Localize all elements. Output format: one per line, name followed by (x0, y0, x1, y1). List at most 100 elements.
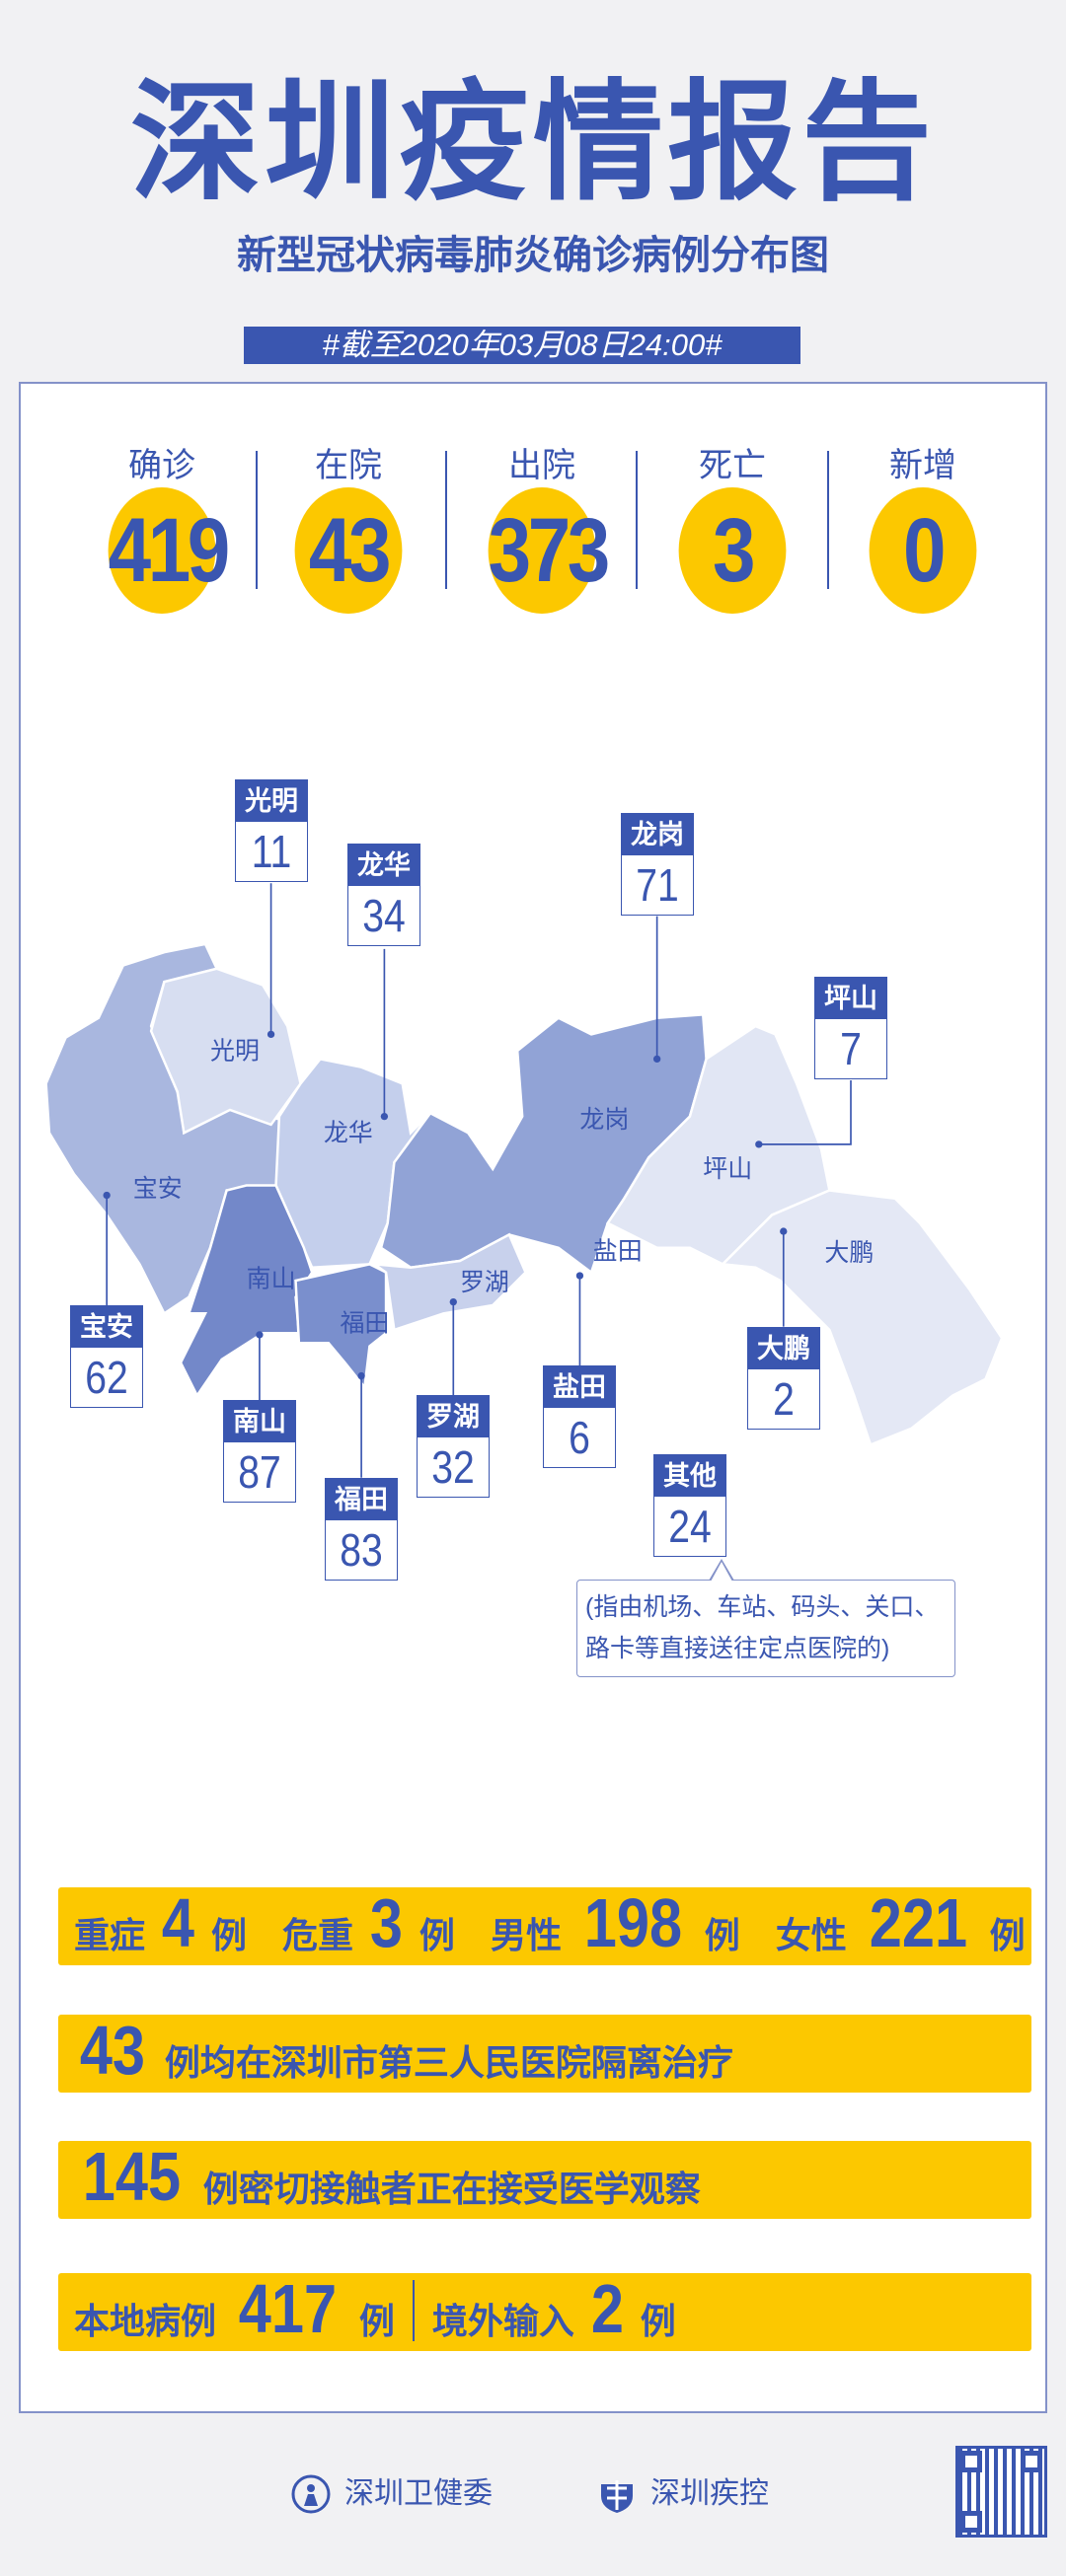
contacts-text: 例密切接触者正在接受医学观察 (202, 2169, 701, 2209)
leader-dot (652, 1055, 661, 1064)
stat-value: 3 (678, 487, 787, 614)
region-label: 龙岗 (579, 1106, 629, 1134)
district-tag: 罗湖 32 (417, 1395, 490, 1498)
district-name: 南山 (224, 1401, 295, 1442)
hospital-count: 43 (79, 2012, 146, 2089)
unit: 例 (358, 2301, 395, 2341)
region-futian (294, 1263, 388, 1391)
district-count: 7 (840, 1023, 862, 1074)
district-tag: 坪山 7 (814, 977, 887, 1079)
summary-bar-hospital: 43 例均在深圳市第三人民医院隔离治疗 (58, 2015, 1031, 2093)
footer-org-cdc: 深圳疾控 (597, 2474, 769, 2514)
district-tag: 宝安 62 (70, 1305, 143, 1408)
imported-count: 2 (590, 2270, 624, 2347)
date-banner: #截至2020年03月08日24:00# (244, 327, 800, 364)
district-count: 71 (636, 859, 679, 911)
district-count: 11 (251, 826, 292, 877)
district-tag: 盐田 6 (543, 1365, 616, 1468)
region-label: 光明 (210, 1037, 260, 1065)
district-name: 宝安 (71, 1306, 142, 1348)
unit: 例 (640, 2301, 676, 2341)
page-subtitle: 新型冠状病毒肺炎确诊病例分布图 (237, 234, 829, 277)
region-pingshan (605, 1024, 831, 1266)
org-name: 深圳疾控 (650, 2477, 769, 2510)
critical-label: 危重 (281, 1915, 353, 1955)
district-count: 34 (362, 890, 406, 941)
leader-dot (256, 1331, 264, 1339)
health-commission-logo-icon (291, 2474, 331, 2514)
district-count: 32 (431, 1441, 475, 1493)
district-tag: 其他 24 (653, 1454, 726, 1557)
divider (256, 451, 258, 589)
district-count: 87 (238, 1446, 281, 1498)
hospital-text: 例均在深圳市第三人民医院隔离治疗 (164, 2042, 733, 2083)
region-label: 罗湖 (460, 1269, 509, 1296)
unit: 例 (210, 1915, 247, 1955)
region-label: 坪山 (703, 1155, 752, 1183)
severe-label: 重症 (74, 1915, 146, 1955)
footer-org-health-commission: 深圳卫健委 (291, 2474, 493, 2514)
region-label: 福田 (340, 1310, 389, 1338)
region-label: 龙华 (324, 1120, 373, 1147)
district-count: 6 (569, 1412, 590, 1463)
region-label: 宝安 (133, 1175, 183, 1203)
district-tag: 南山 87 (223, 1400, 296, 1503)
imported-label: 境外输入 (431, 2301, 574, 2341)
district-name: 龙岗 (622, 814, 693, 855)
page-title: 深圳疫情报告 (130, 70, 936, 215)
leader-line (758, 1079, 852, 1145)
critical-count: 3 (369, 1884, 404, 1961)
region-label: 大鹏 (824, 1239, 874, 1267)
female-label: 女性 (775, 1915, 847, 1955)
district-name: 光明 (236, 780, 307, 822)
stat-label: 新增 (889, 447, 956, 484)
divider (636, 451, 638, 589)
summary-bar-origin: 本地病例 417 例 境外输入 2 例 (58, 2273, 1031, 2351)
leader-dot (266, 1030, 275, 1039)
district-name: 龙华 (348, 845, 419, 886)
contacts-count: 145 (82, 2138, 182, 2215)
female-count: 221 (869, 1884, 967, 1961)
stat-hospitalized: 在院 43 (274, 444, 422, 614)
region-label: 南山 (247, 1266, 296, 1293)
divider (412, 2280, 415, 2341)
unit: 例 (704, 1915, 740, 1955)
leader-dot (780, 1227, 788, 1235)
stat-new: 新增 0 (849, 444, 997, 614)
district-tag: 龙华 34 (347, 844, 420, 946)
district-tag: 福田 83 (325, 1478, 398, 1581)
district-tag: 龙岗 71 (621, 813, 694, 916)
stat-label: 确诊 (128, 447, 195, 484)
region-label: 盐田 (593, 1237, 643, 1265)
stat-label: 出院 (508, 447, 575, 484)
stat-label: 死亡 (699, 447, 766, 484)
leader-dot (755, 1141, 763, 1148)
stat-value: 373 (488, 487, 610, 614)
divider (827, 451, 829, 589)
qr-code (955, 2446, 1047, 2538)
unit: 例 (989, 1915, 1026, 1955)
leader-dot (103, 1191, 111, 1200)
leader-dot (449, 1297, 457, 1306)
stat-label: 在院 (315, 447, 382, 484)
summary-bar-cases: 重症 4 例 危重 3 例 男性 198 例 女性 221 例 (58, 1887, 1031, 1965)
district-name: 福田 (326, 1479, 397, 1520)
male-count: 198 (583, 1884, 682, 1961)
stat-value: 0 (869, 487, 977, 614)
stat-value: 43 (294, 487, 403, 614)
summary-bar-contacts: 145 例密切接触者正在接受医学观察 (58, 2141, 1031, 2219)
other-note: (指由机场、车站、码头、关口、路卡等直接送往定点医院的) (576, 1559, 955, 1677)
district-name: 大鹏 (748, 1328, 819, 1369)
male-label: 男性 (490, 1915, 562, 1955)
district-name: 盐田 (544, 1366, 615, 1408)
district-count: 62 (85, 1352, 128, 1403)
district-name: 其他 (654, 1455, 725, 1497)
stat-discharged: 出院 373 (468, 444, 616, 614)
region-dapeng (720, 1189, 1004, 1447)
stat-confirmed: 确诊 419 (88, 444, 236, 614)
region-luohu (369, 1232, 527, 1332)
district-name: 坪山 (815, 978, 886, 1019)
leader-dot (380, 1112, 389, 1121)
local-count: 417 (238, 2270, 338, 2347)
